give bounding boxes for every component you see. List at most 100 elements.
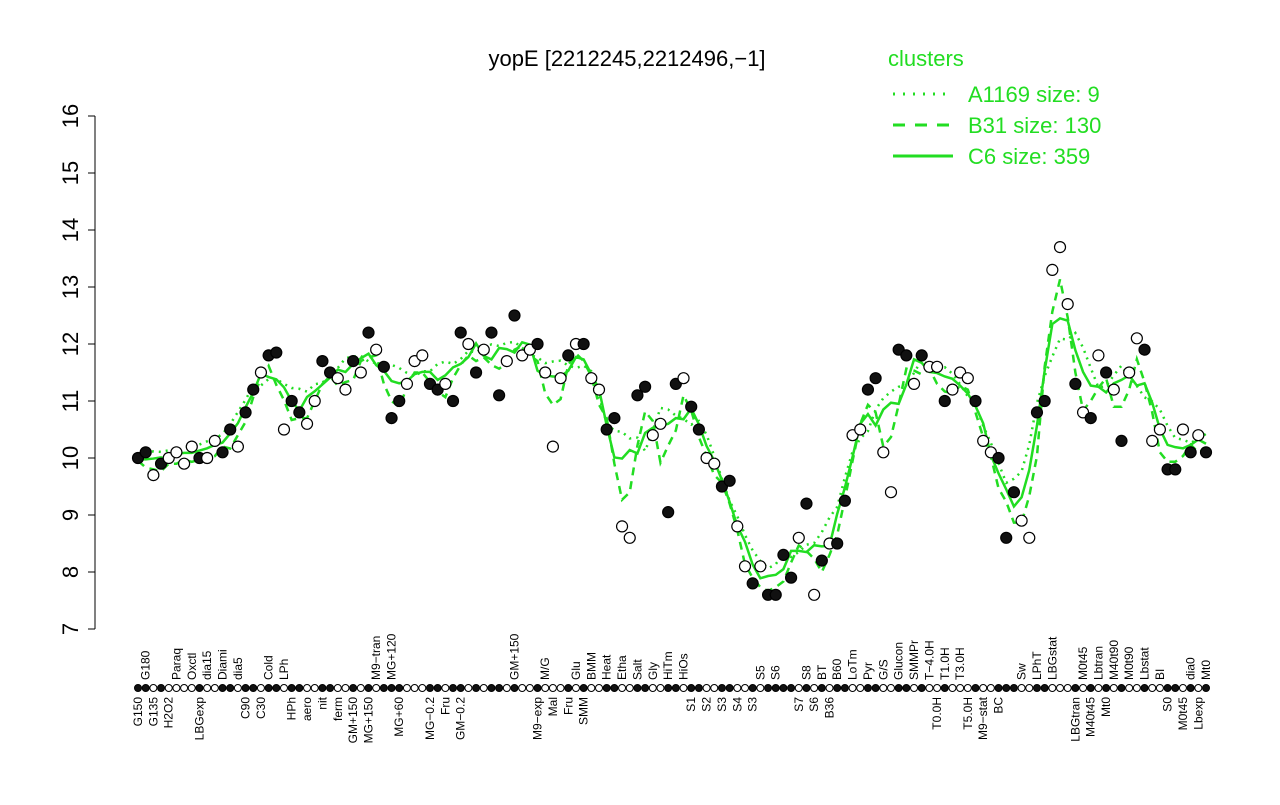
data-point (1007, 486, 1021, 499)
data-point (270, 346, 283, 359)
x-marker (548, 684, 557, 692)
x-tick-label: Gly (646, 662, 660, 680)
y-axis: 7 8 9 10 11 12 13 14 15 16 (58, 104, 96, 635)
data-point (754, 560, 767, 573)
x-marker (387, 684, 396, 692)
data-point (1115, 434, 1128, 447)
x-tick-label: Fru (561, 697, 575, 715)
data-point (592, 383, 606, 396)
data-point (615, 520, 629, 533)
x-marker (648, 684, 657, 692)
x-marker (963, 684, 972, 692)
x-tick-label: M40t45 (1084, 697, 1098, 737)
x-tick-label: MG+120 (385, 633, 399, 680)
data-point (646, 429, 659, 442)
data-point (316, 355, 329, 368)
x-marker (279, 684, 288, 692)
data-point (677, 372, 690, 385)
x-marker (1040, 684, 1049, 692)
x-tick-label: nit (315, 696, 329, 709)
data-point (1092, 349, 1105, 362)
x-tick-label: T5.0H (961, 697, 975, 730)
data-point (1061, 298, 1074, 311)
x-marker (172, 684, 181, 692)
x-marker (810, 684, 819, 692)
y-tick-label: 10 (58, 446, 83, 470)
data-point (285, 394, 298, 408)
x-marker (456, 684, 465, 692)
x-marker (679, 684, 688, 692)
x-marker (940, 684, 949, 692)
x-marker (1163, 684, 1172, 692)
x-marker (641, 684, 650, 692)
x-marker (157, 684, 166, 692)
data-point (208, 434, 221, 447)
x-tick-label: Lbexp (1191, 697, 1205, 730)
data-point (562, 349, 575, 362)
x-tick-label: dia15 (200, 650, 214, 680)
data-point (469, 366, 483, 379)
data-point (201, 451, 214, 465)
x-tick-label: Salt (630, 659, 644, 680)
x-tick-label: S3 (715, 697, 729, 712)
x-marker (510, 684, 519, 692)
x-marker (264, 684, 273, 692)
x-marker (318, 684, 327, 692)
x-tick-label: dia5 (231, 657, 245, 680)
x-tick-label: HiOs (677, 653, 691, 680)
legend-label-a1169: A1169 size: 9 (968, 82, 1100, 107)
x-marker (495, 684, 504, 692)
x-marker (195, 684, 204, 692)
x-tick-label: GM+150 (346, 697, 360, 744)
data-point (370, 343, 383, 356)
x-marker (971, 684, 980, 692)
data-point (1069, 377, 1082, 390)
x-tick-label: GM+150 (507, 633, 521, 680)
x-marker (1071, 684, 1080, 692)
x-tick-label: Cold (262, 655, 276, 680)
data-point (869, 372, 882, 385)
x-tick-label: S8 (799, 665, 813, 680)
y-tick-label: 13 (58, 275, 83, 299)
x-marker (203, 684, 212, 692)
legend-label-c6: C6 size: 359 (968, 144, 1090, 169)
data-point (331, 372, 344, 385)
x-tick-label: HiTm (661, 651, 675, 680)
data-point (907, 377, 921, 390)
x-marker (356, 684, 365, 692)
x-marker (1017, 684, 1026, 692)
x-marker (149, 684, 158, 692)
x-marker (395, 684, 404, 692)
x-marker (579, 684, 588, 692)
x-marker (948, 684, 957, 692)
data-point (1199, 446, 1213, 459)
x-marker (910, 684, 919, 692)
x-marker (441, 684, 450, 692)
x-tick-label: S6 (807, 697, 821, 712)
x-marker (902, 684, 911, 692)
x-marker (372, 684, 381, 692)
x-marker (1155, 684, 1164, 692)
x-tick-label: M9−tran (369, 636, 383, 680)
x-marker (894, 684, 903, 692)
x-tick-label: BMM (584, 652, 598, 680)
x-marker (303, 684, 312, 692)
data-point (1123, 366, 1136, 379)
x-tick-label: SMM (577, 697, 591, 725)
data-point (884, 486, 898, 499)
data-point (277, 423, 291, 436)
data-point (300, 417, 314, 430)
data-point (554, 372, 567, 385)
data-point (1192, 429, 1205, 442)
x-tick-label: MG+60 (392, 697, 406, 737)
x-marker (779, 684, 788, 692)
x-marker (702, 684, 711, 692)
x-marker (379, 684, 388, 692)
data-point (815, 554, 828, 567)
x-marker (1125, 684, 1134, 692)
x-marker (595, 684, 604, 692)
x-marker (541, 684, 550, 692)
data-point (231, 440, 244, 453)
x-marker (848, 684, 857, 692)
x-tick-label: M0t90 (1122, 646, 1136, 680)
